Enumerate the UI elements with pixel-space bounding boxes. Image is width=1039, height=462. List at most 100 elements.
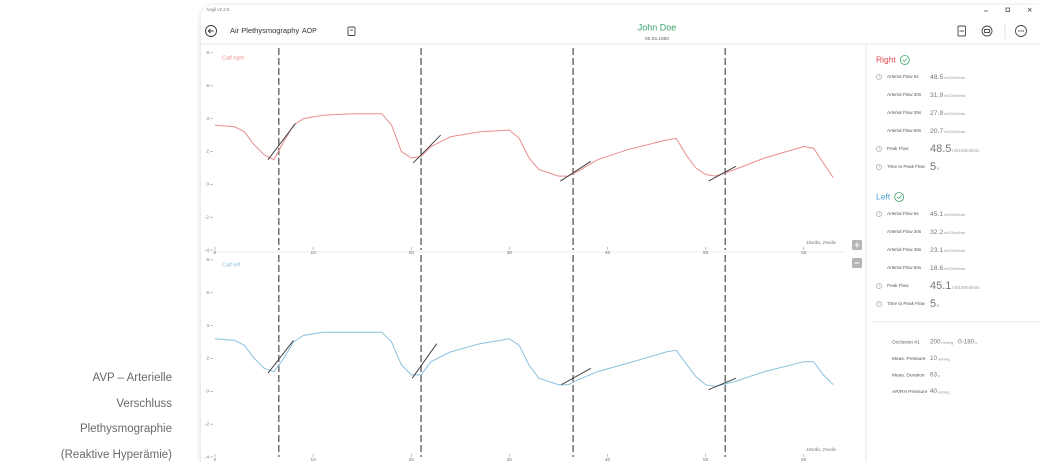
app-window xyxy=(201,5,1039,462)
x-tick-label: 20 xyxy=(409,250,415,256)
row-label: Time to Peak Flow xyxy=(887,301,926,306)
x-tick-label: 50 xyxy=(703,250,709,256)
slope-line xyxy=(267,123,296,160)
print-icon-tray xyxy=(984,29,990,33)
app-version: Angil v2.2.5 xyxy=(206,7,230,12)
row-value: 20.7 xyxy=(930,128,943,135)
row-label: Arterial Flow 20s xyxy=(887,229,922,234)
x-tick-label: 10 xyxy=(310,250,316,256)
row-value: 48.5 xyxy=(930,74,943,81)
back-button[interactable] xyxy=(205,25,217,37)
row-label: Peak Flow xyxy=(887,146,909,151)
x-tick-label: 50 xyxy=(703,457,709,462)
slope-line xyxy=(412,134,442,164)
row-value: 45.1 xyxy=(930,211,943,218)
row-unit: ml/100ml/min xyxy=(944,130,965,134)
row-value: 31.9 xyxy=(930,92,943,99)
setting-label: AR/RH Pressure xyxy=(892,389,928,395)
setting-unit: mmHg xyxy=(938,356,950,361)
calculator-icon[interactable] xyxy=(347,26,356,36)
setting-extra: 0-180 xyxy=(958,339,975,346)
row-unit: ml/100ml/min xyxy=(944,267,965,271)
y-tick-label: 8 xyxy=(206,50,209,56)
x-tick-label: 10 xyxy=(310,457,316,462)
setting-unit: s xyxy=(938,373,940,378)
row-unit: ml/100ml/min xyxy=(952,285,980,290)
patient-name: John Doe xyxy=(638,22,677,32)
y-tick-label: 0 xyxy=(206,182,209,188)
clock-hands xyxy=(878,75,881,78)
caption-line: Verschluss xyxy=(116,398,172,410)
slope-line xyxy=(560,160,592,182)
x-axis-label: 10s/div, 2%/div xyxy=(806,240,837,245)
data-line xyxy=(214,331,834,387)
row-label: Time to Peak Flow xyxy=(887,164,926,169)
setting-value: 63 xyxy=(930,372,938,379)
side-title: Right xyxy=(876,54,896,64)
row-unit: s xyxy=(937,166,940,171)
row-value: 45.1 xyxy=(930,280,951,292)
clock-icon xyxy=(876,74,882,80)
check-icon xyxy=(894,192,905,202)
row-value: 48.5 xyxy=(930,143,951,155)
y-tick-label: -4 xyxy=(205,247,210,253)
row-value: 5 xyxy=(930,161,936,173)
caption-line: AVP – Arterielle xyxy=(93,372,172,384)
report-icon[interactable] xyxy=(957,25,966,37)
row-value: 23.1 xyxy=(930,247,943,254)
setting-value: 10 xyxy=(930,355,938,362)
y-tick-label: 4 xyxy=(206,116,209,122)
clock-icon xyxy=(876,146,882,152)
x-tick-label: 30 xyxy=(507,250,513,256)
slope-line xyxy=(267,340,294,374)
row-unit: ml/100ml/min xyxy=(944,112,965,116)
y-tick-label: 6 xyxy=(206,83,209,89)
app-title: Air Plethysmography xyxy=(230,26,299,35)
row-value: 5 xyxy=(930,298,936,310)
patient-birthdate: 05.06.1980 xyxy=(645,36,669,42)
zoom-out[interactable] xyxy=(852,258,862,268)
row-label: Arterial Flow 20s xyxy=(887,92,922,97)
window-controls[interactable] xyxy=(984,7,1032,12)
row-unit: ml/100ml/min xyxy=(952,148,980,153)
setting-label: Occlusion #1 xyxy=(892,339,920,345)
row-unit: ml/100ml/min xyxy=(944,76,965,80)
zoom-in[interactable] xyxy=(852,240,862,250)
row-value: 18.6 xyxy=(930,265,943,272)
y-tick-label: 4 xyxy=(206,323,209,329)
x-tick-label: 30 xyxy=(507,457,513,462)
setting-label: Meas. Pressure xyxy=(892,356,926,362)
caption-line: (Reaktive Hyperämie) xyxy=(61,449,172,461)
clock-hands xyxy=(878,165,881,168)
slope-line xyxy=(708,165,737,182)
clock-icon xyxy=(876,283,882,289)
setting-unit: mmHg xyxy=(941,340,953,345)
slope-line xyxy=(561,367,592,386)
y-tick-label: 8 xyxy=(206,257,209,263)
row-label: Arterial Flow 35s xyxy=(887,247,922,252)
row-value: 27.9 xyxy=(930,110,943,117)
slope-line xyxy=(411,343,438,379)
x-tick-label: 60 xyxy=(801,457,807,462)
y-tick-label: -2 xyxy=(205,214,210,220)
clock-icon xyxy=(876,211,882,217)
check-icon xyxy=(899,55,910,65)
clock-icon xyxy=(876,164,882,170)
x-tick-label: 40 xyxy=(605,250,611,256)
check-mark xyxy=(896,195,902,200)
y-tick-label: 6 xyxy=(206,290,209,296)
check-mark xyxy=(902,58,908,63)
more-icon[interactable] xyxy=(1015,25,1027,37)
caption-line: Plethysmographie xyxy=(80,423,172,435)
print-icon[interactable] xyxy=(981,25,993,37)
chart-title: Calf left xyxy=(222,262,241,268)
row-label: Arterial Flow 35s xyxy=(887,110,922,115)
clock-hands xyxy=(878,212,881,215)
y-tick-label: 0 xyxy=(206,389,209,395)
row-label: Peak Flow xyxy=(887,283,909,288)
clock-hands xyxy=(878,302,881,305)
y-tick-label: 2 xyxy=(206,149,209,155)
y-tick-label: -2 xyxy=(205,421,210,427)
slope-line xyxy=(708,377,737,391)
setting-label: Meas. Duration xyxy=(892,372,925,378)
